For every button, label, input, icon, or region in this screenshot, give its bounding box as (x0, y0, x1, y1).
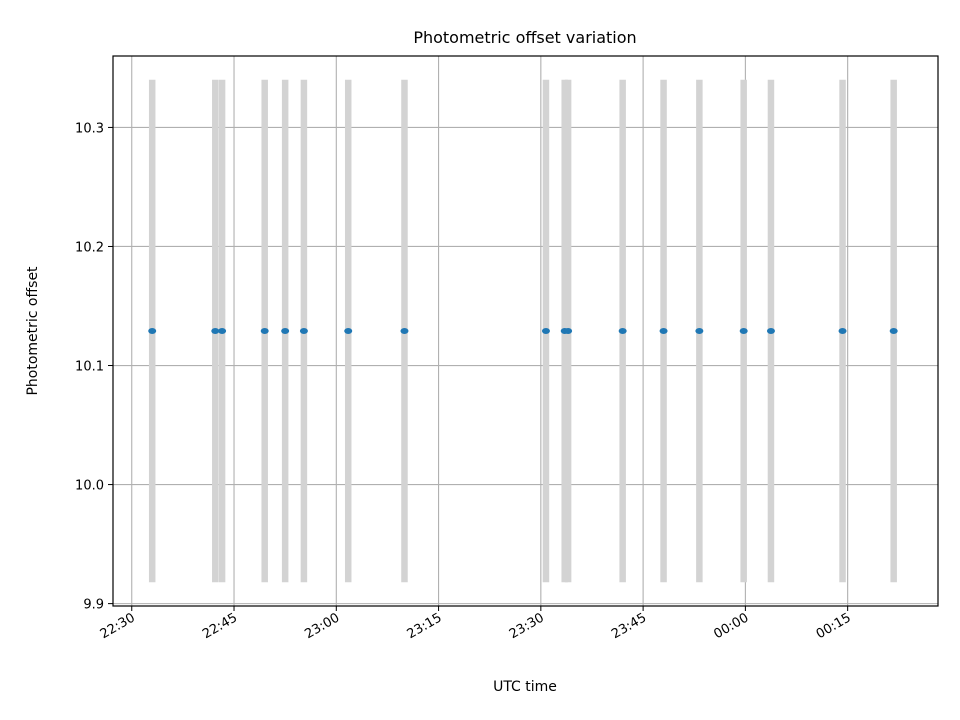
plot-frame (112, 55, 939, 607)
data-point (218, 328, 227, 334)
data-point (148, 328, 157, 334)
data-point (618, 328, 627, 334)
x-axis-label: UTC time (493, 679, 557, 695)
y-axis-label: Photometric offset (25, 266, 41, 396)
data-point (299, 328, 308, 334)
data-point (838, 328, 847, 334)
data-point (281, 328, 290, 334)
grid (113, 56, 938, 606)
y-tick-label: 10.1 (75, 360, 104, 375)
chart-title: Photometric offset variation (413, 28, 636, 47)
data-point (541, 328, 550, 334)
y-tick-label: 10.0 (75, 479, 104, 494)
data-points (148, 328, 898, 334)
data-point (766, 328, 775, 334)
data-point (659, 328, 668, 334)
y-tick-label: 9.9 (83, 598, 104, 613)
data-point (260, 328, 269, 334)
y-tick-label: 10.3 (75, 121, 104, 136)
data-point (400, 328, 409, 334)
data-point (211, 328, 220, 334)
y-tick-label: 10.2 (75, 240, 104, 255)
data-point (564, 328, 573, 334)
data-point (889, 328, 898, 334)
data-point (344, 328, 353, 334)
data-point (739, 328, 748, 334)
data-point (695, 328, 704, 334)
y-axis-ticks: 9.9 10.0 10.1 10.2 10.3 (75, 121, 113, 613)
